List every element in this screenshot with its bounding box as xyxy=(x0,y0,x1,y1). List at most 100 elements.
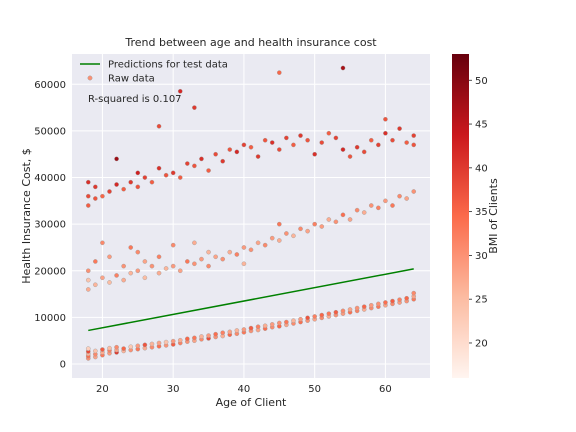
colorbar xyxy=(452,54,469,378)
data-point xyxy=(340,65,346,71)
data-point xyxy=(213,151,218,157)
data-point xyxy=(361,304,367,309)
legend-label-raw-data: Raw data xyxy=(108,74,155,85)
data-point xyxy=(411,290,417,296)
data-point xyxy=(397,193,402,199)
data-point xyxy=(234,328,240,333)
data-point xyxy=(192,261,197,267)
data-point xyxy=(156,165,162,171)
data-point xyxy=(312,221,317,227)
data-point xyxy=(305,137,310,143)
data-point xyxy=(333,219,339,225)
data-point xyxy=(192,335,197,341)
data-point xyxy=(107,280,112,285)
data-point xyxy=(185,259,190,264)
y-tick-label: 30000 xyxy=(34,220,66,231)
data-point xyxy=(248,325,254,331)
data-point xyxy=(277,320,282,326)
y-axis-label: Health Insurance Cost, $ xyxy=(20,148,33,284)
data-point xyxy=(333,135,339,141)
data-point xyxy=(156,270,162,276)
data-point xyxy=(177,337,183,343)
data-point xyxy=(199,156,204,162)
data-point xyxy=(192,105,197,110)
colorbar-tick-label: 30 xyxy=(475,251,488,262)
data-point xyxy=(142,275,148,281)
grid-lines xyxy=(72,54,430,378)
colorbar-tick-label: 40 xyxy=(475,163,488,174)
data-point xyxy=(284,319,289,325)
data-point xyxy=(312,314,317,319)
data-point xyxy=(277,238,282,243)
data-point xyxy=(390,203,395,208)
y-tick-label: 10000 xyxy=(34,313,66,324)
data-point xyxy=(241,327,247,332)
data-point xyxy=(128,270,134,276)
data-point xyxy=(114,273,119,278)
data-point xyxy=(326,130,332,136)
x-tick-label: 30 xyxy=(167,384,180,395)
data-point xyxy=(170,263,176,269)
data-point xyxy=(85,179,91,185)
y-tick-label: 40000 xyxy=(34,173,66,184)
data-point xyxy=(347,307,353,312)
data-point xyxy=(121,277,126,283)
data-point xyxy=(340,147,346,152)
data-point xyxy=(383,198,388,204)
data-point xyxy=(170,338,176,344)
data-point xyxy=(177,268,183,274)
data-point xyxy=(177,88,183,94)
data-point xyxy=(93,184,98,190)
data-point xyxy=(220,330,225,336)
data-point xyxy=(340,212,346,218)
data-point xyxy=(376,301,381,307)
data-point xyxy=(284,231,289,236)
y-tick-label: 60000 xyxy=(34,80,66,91)
data-point xyxy=(262,242,268,248)
data-point xyxy=(368,302,374,308)
data-point xyxy=(121,346,126,351)
data-point xyxy=(390,298,395,304)
data-point xyxy=(93,259,98,264)
data-point xyxy=(192,240,197,246)
data-point xyxy=(114,156,119,162)
data-point xyxy=(262,137,268,143)
data-point xyxy=(291,142,296,148)
data-point xyxy=(114,344,119,350)
data-point xyxy=(100,275,105,281)
data-point xyxy=(361,210,367,215)
data-point xyxy=(220,158,225,164)
data-point xyxy=(170,242,176,248)
data-point xyxy=(114,182,119,187)
data-point xyxy=(376,142,381,148)
data-point xyxy=(411,142,417,148)
data-point xyxy=(368,203,374,208)
data-point xyxy=(255,324,261,330)
data-point xyxy=(142,342,148,348)
data-point xyxy=(340,308,346,314)
data-point xyxy=(312,151,317,157)
data-point xyxy=(326,311,332,316)
data-point xyxy=(227,147,233,152)
data-point xyxy=(100,240,105,246)
data-point xyxy=(404,196,409,201)
data-point xyxy=(128,179,134,185)
data-point xyxy=(93,196,98,201)
data-point xyxy=(85,277,91,283)
data-point xyxy=(199,256,204,262)
data-point xyxy=(383,130,388,136)
data-point xyxy=(241,142,247,148)
colorbar-tick-label: 50 xyxy=(475,76,488,87)
y-tick-labels: 0 10000 20000 30000 40000 50000 60000 xyxy=(34,80,66,371)
data-point xyxy=(128,245,134,250)
data-point xyxy=(85,193,91,199)
data-point xyxy=(156,340,162,346)
data-point xyxy=(85,268,91,274)
data-point xyxy=(199,334,204,339)
data-point xyxy=(234,252,240,257)
data-point xyxy=(185,336,190,342)
r-squared-annotation: R-squared is 0.107 xyxy=(88,94,182,105)
colorbar-tick-label: 35 xyxy=(475,207,488,218)
data-point xyxy=(354,305,360,311)
